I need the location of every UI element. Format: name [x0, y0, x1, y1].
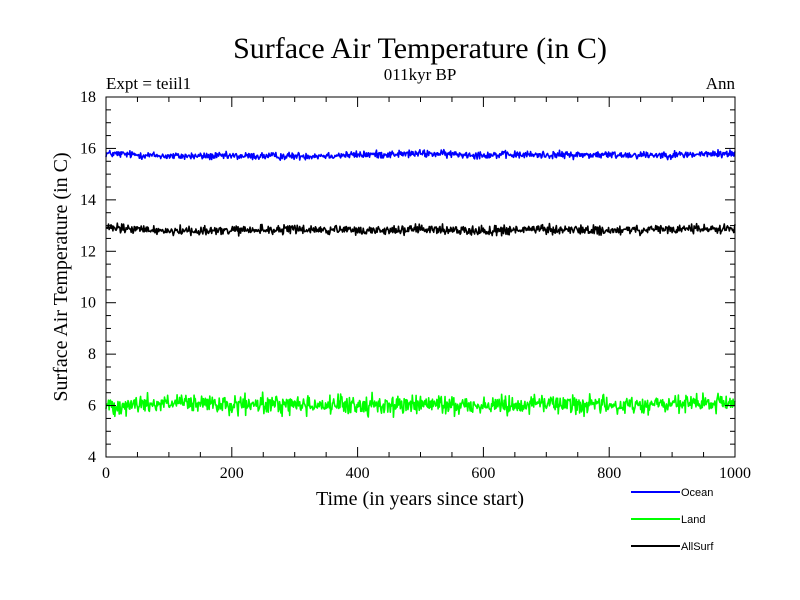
x-tick-label: 600 — [471, 465, 495, 482]
chart-title: Surface Air Temperature (in C) — [233, 32, 607, 65]
x-axis-label: Time (in years since start) — [316, 488, 524, 510]
x-tick-label: 800 — [597, 465, 621, 482]
y-tick-label: 16 — [80, 140, 96, 157]
legend-label-land: Land — [681, 514, 705, 526]
legend-label-allsurf: AllSurf — [681, 541, 714, 553]
axis-layer: 0 200 400 600 800 1000 4 6 8 10 12 14 16 18 — [80, 89, 751, 482]
y-tick-label: 14 — [80, 192, 96, 209]
x-tick-label: 200 — [220, 465, 244, 482]
chart-subtitle: 011kyr BP — [384, 65, 457, 84]
y-axis-label: Surface Air Temperature (in C) — [50, 152, 72, 401]
legend: Ocean Land AllSurf — [631, 487, 714, 553]
period-label: Ann — [706, 74, 736, 93]
y-tick-label: 6 — [88, 398, 96, 415]
y-tick-label: 12 — [80, 243, 96, 260]
y-tick-label: 4 — [88, 449, 96, 466]
y-tick-label: 10 — [80, 295, 96, 312]
series-layer — [105, 148, 736, 419]
x-tick-label: 1000 — [719, 465, 751, 482]
legend-label-ocean: Ocean — [681, 487, 713, 499]
plot-frame — [105, 96, 736, 458]
x-tick-label: 400 — [346, 465, 370, 482]
series-line-ocean — [105, 148, 736, 161]
series-line-allsurf — [105, 222, 736, 237]
y-tick-label: 18 — [80, 89, 96, 106]
series-line-land — [105, 391, 736, 419]
x-tick-label: 0 — [102, 465, 110, 482]
y-tick-label: 8 — [88, 346, 96, 363]
experiment-label: Expt = teiil1 — [106, 74, 191, 93]
